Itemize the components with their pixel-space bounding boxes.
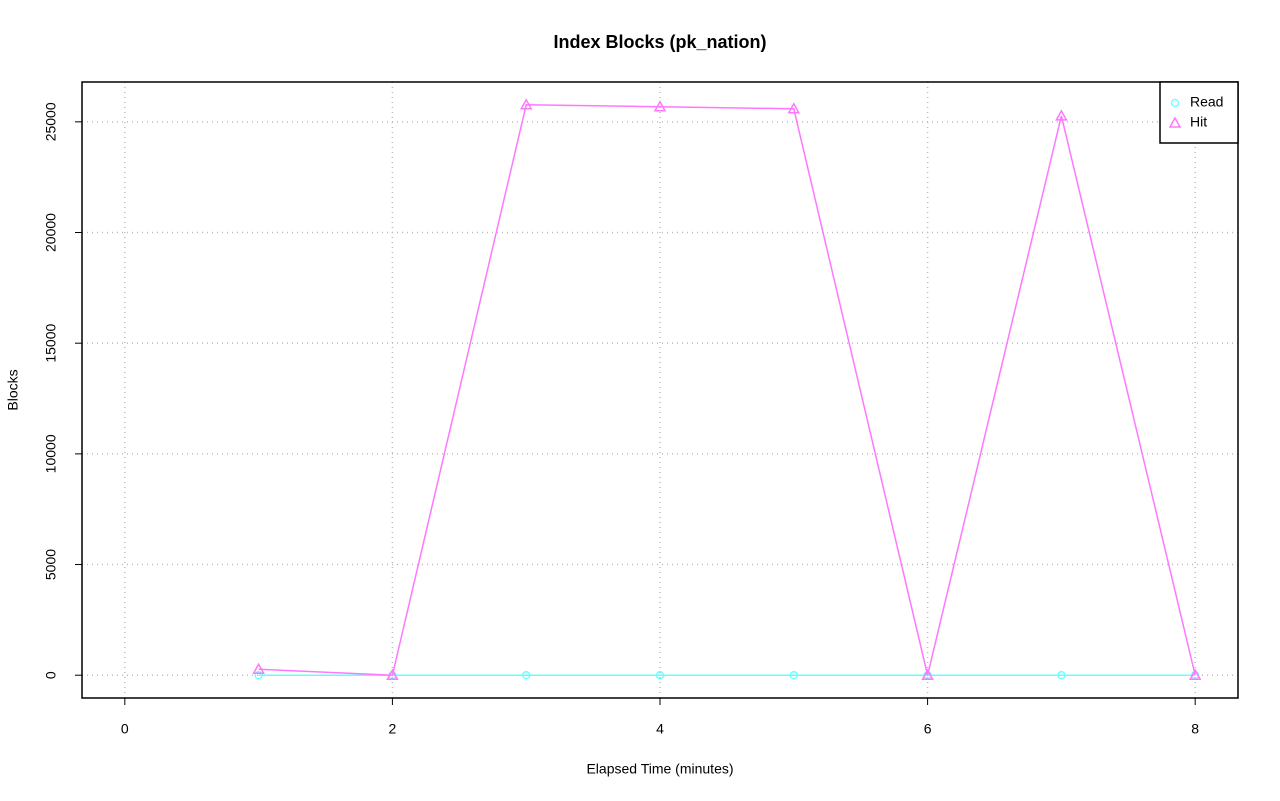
point (787, 102, 801, 114)
point (1057, 671, 1066, 680)
chart-title: Index Blocks (pk_nation) (553, 32, 766, 52)
legend-marker (1168, 116, 1182, 128)
point (655, 671, 665, 680)
x-tick-label: 2 (389, 721, 397, 737)
legend-box (1159, 81, 1239, 144)
y-tick-label: 20000 (43, 213, 59, 252)
legend-label: Read (1190, 94, 1223, 110)
point (386, 668, 399, 680)
y-tick-label: 10000 (43, 434, 59, 473)
point (1055, 109, 1068, 121)
point (789, 671, 798, 680)
plot-frame (81, 81, 1239, 699)
point (254, 671, 263, 680)
series-line (258, 104, 1196, 676)
y-tick-label: 5000 (43, 549, 59, 580)
point (1188, 668, 1202, 680)
x-axis-label: Elapsed Time (minutes) (586, 761, 733, 777)
point (519, 98, 533, 110)
y-tick-label: 0 (43, 671, 59, 679)
x-tick-label: 4 (656, 721, 664, 737)
x-tick-label: 6 (924, 721, 932, 737)
x-tick-label: 8 (1191, 721, 1199, 737)
point (921, 668, 934, 680)
y-tick-label: 25000 (43, 102, 59, 141)
legend-label: Hit (1190, 114, 1207, 130)
point (653, 100, 667, 112)
x-tick-label: 0 (121, 721, 129, 737)
y-tick-label: 15000 (43, 324, 59, 363)
point (252, 662, 265, 674)
y-axis-label: Blocks (5, 369, 21, 410)
point (522, 671, 531, 680)
legend-marker (1170, 98, 1180, 108)
